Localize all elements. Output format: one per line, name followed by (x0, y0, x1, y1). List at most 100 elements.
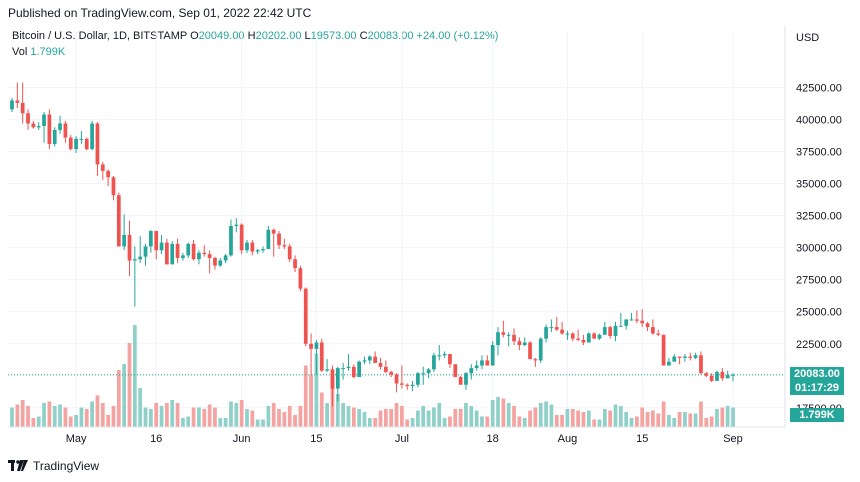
candle-body (496, 332, 500, 346)
published-note: Published on TradingView.com, Sep 01, 20… (8, 6, 312, 20)
candle-body (410, 384, 415, 387)
volume-bar (351, 407, 356, 427)
volume-bar (213, 407, 217, 427)
candle-body (100, 164, 105, 171)
volume-bar (554, 415, 559, 427)
candle-body (453, 364, 458, 378)
volume-bar (26, 406, 30, 427)
volume-bar (704, 418, 709, 427)
volume-bar (458, 409, 463, 427)
volume-bar (42, 403, 46, 427)
volume-bar (309, 374, 313, 427)
y-tick-label: 22500.00 (796, 339, 842, 351)
candle-body (229, 225, 233, 256)
candle-body (688, 356, 693, 358)
candle-body (362, 360, 367, 362)
volume-bar (378, 410, 383, 427)
candle-body (383, 366, 388, 372)
candle-body (266, 229, 271, 249)
volume-bar (592, 419, 597, 427)
x-tick-label: Jul (395, 433, 409, 445)
candle-body (437, 355, 442, 357)
candle-body (218, 260, 223, 266)
volume-bar (496, 397, 500, 427)
candle-body (170, 243, 175, 265)
volume-bar (410, 418, 415, 427)
y-tick-label: 27500.00 (796, 275, 842, 287)
volume-bar (266, 406, 271, 427)
candle-body (234, 224, 239, 226)
candle-body (175, 243, 180, 258)
currency-label: USD (796, 32, 820, 44)
volume-bar (373, 418, 378, 427)
volume-bar (651, 410, 655, 427)
candle-body (602, 327, 607, 335)
candle-body (303, 288, 308, 344)
volume-bar (319, 392, 324, 427)
volume-bar (426, 410, 431, 427)
candle-body (442, 354, 447, 356)
candle-body (293, 259, 297, 269)
volume-bar (688, 413, 693, 427)
volume-bar (271, 403, 276, 427)
candle-body (426, 369, 431, 374)
volume-bar (624, 412, 629, 427)
candle-body (90, 123, 94, 150)
candle-body (400, 383, 404, 385)
volume-bar (683, 412, 687, 427)
candle-body (416, 373, 420, 385)
volume-bar (250, 410, 255, 427)
volume-bar (442, 418, 447, 427)
candle-body (554, 327, 559, 330)
candle-body (63, 123, 68, 138)
low-value: 19573.00 (310, 30, 357, 42)
volume-bar (469, 406, 474, 427)
candle-body (20, 102, 25, 114)
volume-bar (667, 415, 671, 427)
candle-body (122, 234, 127, 247)
volume-bar (218, 418, 223, 427)
candle-body (330, 369, 335, 389)
y-tick-label: 25000.00 (796, 307, 842, 319)
candle-body (394, 374, 399, 384)
volume-bar (282, 412, 287, 427)
candle-body (47, 114, 52, 144)
volume-bar (20, 400, 25, 427)
x-tick-label: 16 (150, 433, 162, 445)
candle-body (389, 371, 394, 375)
volume-bar (634, 416, 639, 427)
footer-brand-name: TradingView (33, 459, 100, 473)
candle-body (405, 384, 410, 387)
candle-body (186, 243, 191, 256)
volume-bar (132, 325, 137, 427)
candle-body (464, 373, 468, 385)
volume-bar (576, 410, 580, 427)
volume-bar (303, 365, 308, 427)
volume-bar (731, 407, 735, 427)
volume-bar (570, 409, 575, 427)
open-value: 20049.00 (198, 30, 245, 42)
candle-body (672, 356, 677, 362)
volume-bar (538, 403, 543, 427)
volume-bar (448, 416, 452, 427)
last-price-tag: 20083.00 01:17:29 (790, 366, 844, 395)
candle-body (42, 114, 46, 127)
volume-bar (223, 418, 228, 427)
candle-body (533, 359, 538, 361)
candle-body (309, 343, 313, 349)
candle-body (207, 254, 212, 258)
candle-body (544, 327, 548, 339)
candle-body (485, 360, 490, 366)
volume-bar (602, 409, 607, 427)
volume-bar (480, 416, 484, 427)
low-label: L (304, 30, 311, 42)
candle-body (683, 356, 687, 358)
volume-bar (277, 409, 281, 427)
volume-bar (68, 416, 73, 427)
candle-body (725, 375, 730, 379)
candle-body (148, 231, 153, 247)
candle-body (640, 320, 645, 324)
volume-bar (239, 400, 244, 427)
volume-bar (383, 409, 388, 427)
